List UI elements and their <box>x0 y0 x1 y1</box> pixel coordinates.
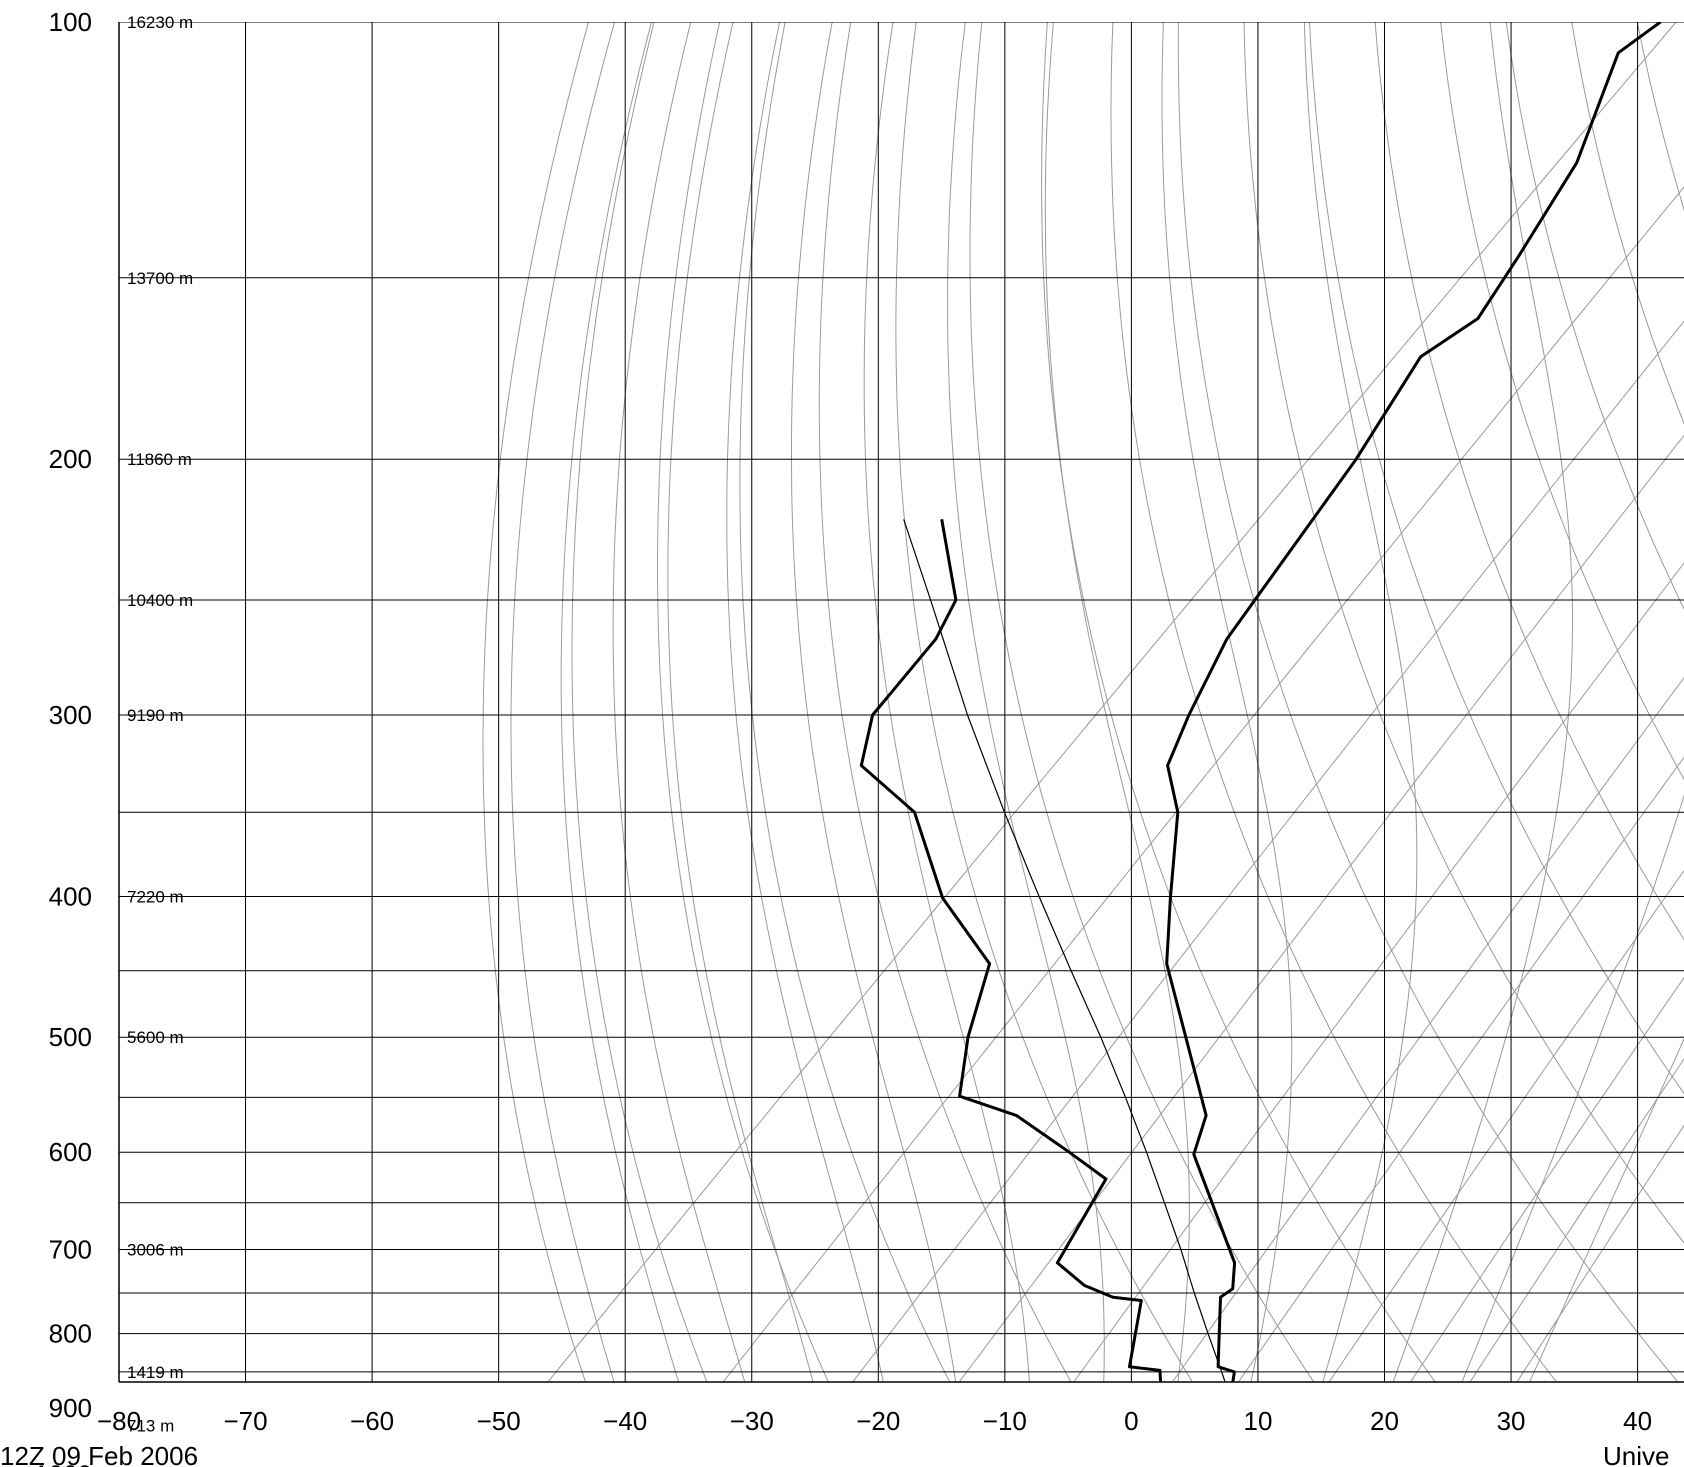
height-label: 13700 m <box>127 269 193 288</box>
mixing-ratio-label: 16 <box>1257 1465 1276 1467</box>
temperature-tick-label: −20 <box>856 1406 900 1436</box>
height-label: 713 m <box>127 1416 174 1435</box>
mixing-ratio-line <box>1409 976 1684 1382</box>
height-label: 5600 m <box>127 1028 184 1047</box>
mixing-ratio-label: 7 <box>1102 1465 1111 1467</box>
pressure-tick-label: 400 <box>49 881 92 911</box>
moist-adiabat-line <box>1461 794 1684 1382</box>
mixing-ratio-label: 40g/kg <box>1433 1465 1484 1467</box>
temperature-tick-label: −70 <box>223 1406 267 1436</box>
mixing-ratio-line <box>1171 677 1684 1382</box>
dry-adiabat-line <box>1374 22 1684 941</box>
mixing-ratio-label: 1 <box>777 1465 786 1467</box>
moist-adiabat-line <box>791 22 957 1382</box>
grid-lines <box>119 22 1684 1382</box>
temperature-tick-label: 30 <box>1497 1406 1526 1436</box>
temperature-tick-label: 20 <box>1370 1406 1399 1436</box>
temperature-tick-label: −10 <box>983 1406 1027 1436</box>
moist-adiabat-line <box>863 22 1030 1382</box>
mixing-ratio-lines <box>547 22 1684 1382</box>
parcel-path-line <box>903 519 1226 1382</box>
dry-adiabat-line <box>969 22 1315 1382</box>
plot-frame <box>118 22 1684 1383</box>
moist-adiabat-line <box>1044 22 1190 1382</box>
mixing-ratio-line <box>722 186 1684 1382</box>
observation-time-label: 12Z 09 Feb 2006 <box>0 1441 198 1467</box>
dry-adiabat-line <box>1243 22 1684 1244</box>
pressure-tick-label: 600 <box>49 1137 92 1167</box>
height-label: 1419 m <box>127 1363 184 1382</box>
moist-adiabat-line <box>1529 1037 1684 1382</box>
dry-adiabats <box>482 22 1684 1382</box>
dry-adiabat-line <box>482 22 589 1382</box>
pressure-tick-label: 200 <box>49 444 92 474</box>
mixing-ratio-label: 24 <box>1340 1465 1359 1467</box>
source-label: Unive <box>1603 1441 1669 1467</box>
moist-adiabat-line <box>947 22 1105 1382</box>
pressure-tick-label: 300 <box>49 700 92 730</box>
pressure-tick-label: 1000 <box>34 1459 92 1467</box>
pressure-tick-label: 800 <box>49 1319 92 1349</box>
mixing-ratio-label: 4 <box>1002 1465 1011 1467</box>
temperature-tick-label: −80 <box>97 1406 141 1436</box>
axis-labels: 1002003004005006007008009001000−80−70−60… <box>34 7 1652 1467</box>
dry-adiabat-line <box>895 22 1193 1382</box>
mixing-ratio-line <box>852 320 1684 1382</box>
dewpoint-profile-line <box>859 519 1163 1382</box>
mixing-ratio-line <box>1469 1058 1684 1382</box>
dry-adiabat-line <box>1041 22 1436 1382</box>
temperature-tick-label: 0 <box>1124 1406 1138 1436</box>
dry-adiabat-line <box>739 22 951 1382</box>
dry-adiabat-line <box>1309 22 1684 1095</box>
moist-adiabat-line <box>726 22 884 1382</box>
mixing-ratio-label: 0.4 <box>639 1465 663 1467</box>
mixing-ratio-label: 2 <box>886 1465 895 1467</box>
temperature-tick-label: −50 <box>477 1406 521 1436</box>
temperature-tick-label: 40 <box>1623 1406 1652 1436</box>
mixing-ratio-label: 32 <box>1401 1465 1420 1467</box>
dry-adiabat-line <box>1440 22 1684 781</box>
moist-adiabat-line <box>1303 22 1418 1382</box>
temperature-tick-label: −60 <box>350 1406 394 1436</box>
height-label: 48 m <box>127 1465 165 1467</box>
mixing-ratio-line <box>1516 1124 1684 1382</box>
mixing-ratio-label: 0.1 <box>461 1465 485 1467</box>
mixing-ratio-line <box>1237 756 1684 1382</box>
pressure-tick-label: 500 <box>49 1022 92 1052</box>
moist-adiabat-line <box>1161 22 1293 1382</box>
moist-adiabat-line <box>612 22 746 1382</box>
sounding-profiles <box>859 22 1662 1382</box>
moist-adiabat-line <box>560 22 680 1382</box>
temperature-tick-label: −30 <box>730 1406 774 1436</box>
temperature-tick-label: −40 <box>603 1406 647 1436</box>
mixing-ratio-line <box>1073 562 1684 1382</box>
pressure-tick-label: 700 <box>49 1234 92 1264</box>
dry-adiabat-line <box>1505 22 1684 610</box>
pressure-tick-label: 100 <box>49 7 92 37</box>
height-label: 16230 m <box>127 13 193 32</box>
height-label: 11860 m <box>127 450 192 469</box>
height-label: 3006 m <box>127 1240 184 1259</box>
dry-adiabat-line <box>657 22 829 1382</box>
height-label: 10400 m <box>127 591 193 610</box>
moist-adiabat-line <box>1392 22 1573 1382</box>
moist-adiabats <box>510 22 1684 1382</box>
moist-adiabat-line <box>510 22 616 1382</box>
dry-adiabat-line <box>1636 22 1684 212</box>
mixing-ratio-line <box>547 22 1677 1382</box>
mixing-ratio-line <box>1328 869 1684 1382</box>
height-label: 9190 m <box>127 706 184 725</box>
dry-adiabat-line <box>571 22 708 1382</box>
moist-adiabat-line <box>667 22 814 1382</box>
dry-adiabat-line <box>818 22 1072 1382</box>
height-label: 7220 m <box>127 887 184 906</box>
mixing-ratio-line <box>958 434 1684 1382</box>
pressure-tick-label: 900 <box>49 1393 92 1423</box>
dry-adiabat-line <box>1177 22 1679 1382</box>
temperature-profile-line <box>1165 22 1662 1382</box>
temperature-tick-label: 10 <box>1243 1406 1272 1436</box>
mixing-ratio-label: 10 <box>1165 1465 1184 1467</box>
